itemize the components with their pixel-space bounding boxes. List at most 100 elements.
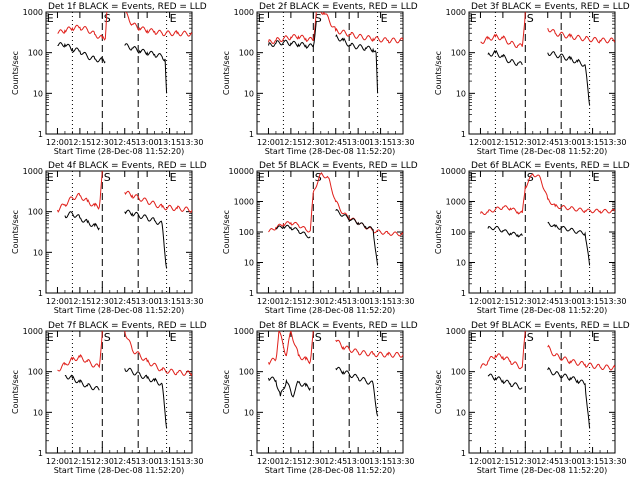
lld-series-line [480,331,615,371]
y-tick-label: 10 [33,248,43,257]
lld-series-line [480,173,615,215]
plot-frame [468,11,616,135]
x-tick-label: 12:00 [46,138,69,147]
x-tick-label: 12:00 [469,457,492,466]
interval-marker-s: S [315,12,322,25]
x-tick-label: 13:00 [559,138,582,147]
x-tick-label: 13:30 [180,297,203,306]
interval-marker-e: E [258,12,265,25]
x-tick-label: 12:15 [68,297,91,306]
x-tick-label: 12:15 [279,457,302,466]
plot-title: Det 8f BLACK = Events, RED = LLD [259,321,418,331]
lld-series-line [268,171,403,237]
y-axis-label: Counts/sec [434,210,443,254]
y-tick-label: 10 [33,89,43,98]
interval-marker-e: E [47,331,54,344]
y-tick-label: 10 [456,408,466,417]
y-tick-label: 1000 [446,198,466,207]
x-tick-label: 12:15 [68,457,91,466]
y-tick-label: 1000 [234,198,254,207]
interval-marker-e: E [170,331,177,344]
x-tick-label: 12:15 [279,138,302,147]
plot-title: Det 7f BLACK = Events, RED = LLD [48,321,207,331]
events-series-line [487,367,591,429]
y-tick-label: 100 [451,368,466,377]
x-tick-label: 13:00 [136,138,159,147]
y-tick-label: 1 [461,289,466,298]
x-tick-label: 12:30 [91,297,114,306]
interval-marker-e: E [470,171,477,184]
y-axis-label: Counts/sec [222,370,231,414]
y-tick-label: 1000 [234,8,254,17]
y-axis-label: Counts/sec [11,51,20,95]
x-tick-label: 13:30 [603,457,626,466]
x-tick-label: 12:45 [113,457,136,466]
y-tick-label: 10 [456,259,466,268]
interval-marker-s: S [104,171,111,184]
interval-marker-e: E [470,331,477,344]
interval-marker-e: E [381,12,388,25]
x-tick-label: 13:00 [136,457,159,466]
lld-series-line [268,12,403,45]
x-tick-label: 12:30 [514,457,537,466]
y-tick-label: 10000 [441,167,466,176]
plot-frame [256,11,404,135]
y-tick-label: 1000 [446,8,466,17]
y-axis-label: Counts/sec [434,370,443,414]
events-series-line [57,42,168,94]
plot-frame [45,170,193,294]
plot-title: Det 6f BLACK = Events, RED = LLD [471,161,630,171]
y-tick-label: 1000 [23,167,43,176]
x-tick-label: 13:15 [581,297,604,306]
panel-det-3: Det 3f BLACK = Events, RED = LLD 1 10 100 10… [434,2,630,156]
y-tick-label: 1 [38,289,43,298]
y-tick-label: 1000 [23,8,43,17]
x-axis-label: Start Time (28-Dec-08 11:52:20) [477,147,608,156]
panel-det-7: Det 7f BLACK = Events, RED = LLD 1 10 100 10… [11,321,207,475]
x-tick-label: 13:15 [158,138,181,147]
lld-series-line [57,331,192,377]
events-series-line [487,221,591,266]
events-series-line [487,49,591,106]
x-tick-label: 12:00 [469,138,492,147]
panel-det-8: Det 8f BLACK = Events, RED = LLD 1 10 100 10… [222,321,418,475]
interval-marker-e: E [381,171,388,184]
interval-marker-s: S [315,331,322,344]
panel-det-2: Det 2f BLACK = Events, RED = LLD 1 10 100 10… [222,2,418,156]
interval-marker-e: E [593,331,600,344]
lld-series-line [57,12,192,41]
y-axis-label: Counts/sec [11,210,20,254]
y-tick-label: 10 [33,408,43,417]
panel-det-6: Det 6f BLACK = Events, RED = LLD 1 10 100 10… [434,161,630,315]
x-axis-label: Start Time (28-Dec-08 11:52:20) [54,147,185,156]
x-tick-label: 13:15 [369,457,392,466]
events-series-line [64,367,168,429]
y-axis-label: Counts/sec [11,370,20,414]
y-axis-label: Counts/sec [222,51,231,95]
x-axis-label: Start Time (28-Dec-08 11:52:20) [265,147,396,156]
interval-marker-e: E [258,331,265,344]
y-axis-label: Counts/sec [434,51,443,95]
events-series-line [275,209,379,266]
lld-series-line [268,331,403,366]
x-tick-label: 13:15 [158,457,181,466]
y-tick-label: 10 [244,259,254,268]
y-tick-label: 100 [28,368,43,377]
interval-marker-s: S [104,12,111,25]
y-tick-label: 100 [28,208,43,217]
y-tick-label: 100 [451,49,466,58]
x-tick-label: 13:15 [581,138,604,147]
y-axis-label: Counts/sec [222,210,231,254]
panel-det-9: Det 9f BLACK = Events, RED = LLD 1 10 100 10… [434,321,630,475]
y-tick-label: 1 [38,130,43,139]
y-tick-label: 10000 [229,167,254,176]
x-tick-label: 12:45 [536,297,559,306]
x-tick-label: 13:15 [369,138,392,147]
x-tick-label: 12:15 [491,457,514,466]
y-tick-label: 100 [451,228,466,237]
x-axis-label: Start Time (28-Dec-08 11:52:20) [477,466,608,475]
x-tick-label: 13:30 [391,297,414,306]
interval-marker-e: E [470,12,477,25]
interval-marker-s: S [104,331,111,344]
